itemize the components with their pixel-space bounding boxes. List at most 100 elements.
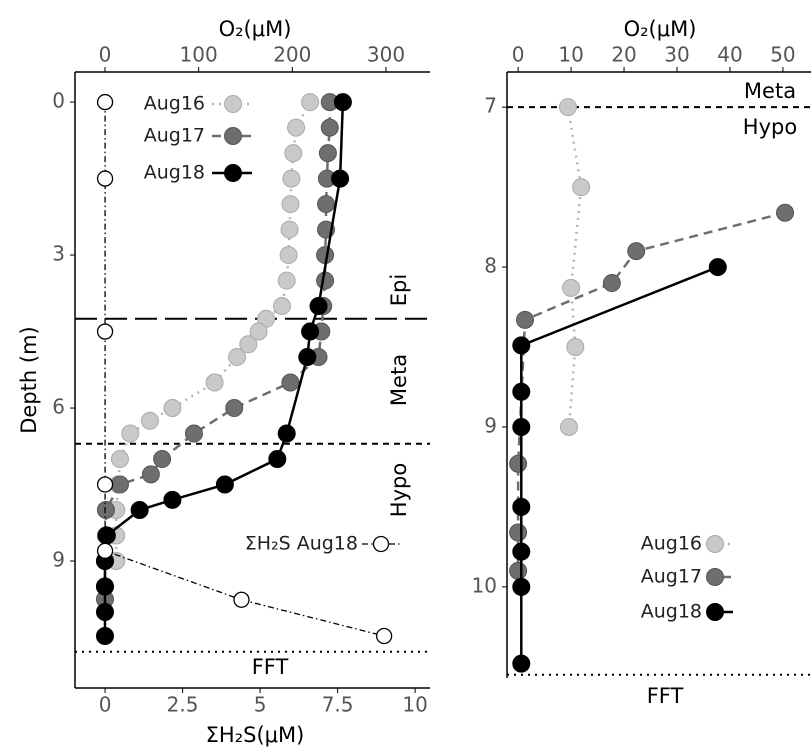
- data-point: [602, 274, 621, 293]
- zone-label: Meta: [387, 354, 411, 406]
- y-tick-label: 10: [472, 573, 497, 597]
- data-point: [516, 310, 535, 329]
- data-point: [375, 627, 393, 645]
- x-axis-title: O₂(μM): [219, 17, 292, 41]
- series-line: [103, 102, 345, 636]
- x2-tick-label: 2.5: [167, 693, 199, 717]
- data-point: [273, 297, 292, 316]
- legend-label: Aug16: [144, 93, 205, 115]
- data-point: [225, 399, 244, 418]
- data-point: [627, 242, 646, 261]
- data-point: [96, 323, 114, 340]
- data-point: [215, 475, 234, 494]
- x-tick-label: 0: [512, 43, 525, 67]
- data-point: [239, 335, 258, 354]
- data-point: [96, 93, 114, 111]
- data-point: [96, 542, 114, 559]
- x-tick-label: 50: [770, 43, 795, 67]
- data-point: [277, 424, 296, 443]
- x2-tick-label: 10: [402, 693, 427, 717]
- data-point: [282, 169, 301, 188]
- data-point: [121, 424, 140, 443]
- legend-marker: [372, 535, 390, 553]
- data-point: [301, 322, 320, 341]
- legend-label: Aug16: [641, 533, 702, 555]
- zone-label: FFT: [252, 655, 289, 679]
- data-point: [163, 399, 182, 418]
- zone-label: Meta: [744, 79, 796, 103]
- data-point: [141, 465, 160, 484]
- data-point: [572, 178, 591, 197]
- data-point: [277, 271, 296, 290]
- data-point: [281, 195, 300, 214]
- y-tick-label: 0: [52, 89, 65, 113]
- zone-label: Epi: [387, 274, 411, 306]
- data-point: [96, 501, 115, 520]
- zone-label: Hypo: [743, 115, 797, 139]
- data-point: [140, 411, 159, 430]
- x-tick-label: 20: [611, 43, 636, 67]
- data-point: [331, 169, 350, 188]
- x2-axis-title: ΣH₂S(μM): [206, 723, 305, 747]
- data-point: [163, 490, 182, 509]
- y-tick-label: 6: [52, 395, 65, 419]
- zone-label: Hypo: [387, 463, 411, 517]
- data-point: [776, 203, 795, 222]
- data-point: [95, 577, 114, 596]
- y-tick-label: 9: [52, 548, 65, 572]
- x-axis-title: O₂(μM): [624, 17, 697, 41]
- data-point: [509, 523, 528, 542]
- legend-marker: [706, 568, 724, 586]
- data-point: [279, 246, 298, 265]
- x2-tick-label: 7.5: [322, 693, 354, 717]
- legend-label: Aug17: [641, 566, 702, 588]
- x-tick-label: 40: [717, 43, 742, 67]
- data-point: [96, 170, 114, 187]
- x2-tick-label: 0: [99, 693, 112, 717]
- x-tick-label: 100: [180, 43, 218, 67]
- data-point: [233, 591, 250, 608]
- data-point: [153, 450, 172, 469]
- data-point: [558, 98, 577, 117]
- plot-area: [95, 93, 393, 645]
- data-point: [512, 336, 531, 355]
- data-point: [298, 348, 317, 367]
- data-point: [96, 476, 114, 493]
- data-point: [205, 373, 224, 392]
- data-point: [512, 497, 531, 516]
- legend-marker: [706, 603, 724, 621]
- data-point: [184, 424, 203, 443]
- data-point: [228, 348, 247, 367]
- legend-marker: [224, 95, 242, 113]
- data-point: [512, 417, 531, 436]
- series-line: [566, 106, 583, 428]
- x-tick-label: 300: [367, 43, 405, 67]
- data-point: [301, 93, 320, 112]
- legend-marker: [706, 535, 724, 553]
- x-tick-label: 200: [273, 43, 311, 67]
- data-point: [110, 450, 129, 469]
- series-line: [114, 101, 312, 562]
- legend-marker: [224, 127, 242, 145]
- data-point: [512, 542, 531, 561]
- data-point: [287, 118, 306, 137]
- data-point: [130, 501, 149, 520]
- data-point: [317, 195, 336, 214]
- data-point: [110, 475, 129, 494]
- y-tick-label: 9: [484, 413, 497, 437]
- x2-tick-label: 5: [254, 693, 267, 717]
- data-point: [509, 561, 528, 580]
- series-line: [516, 211, 786, 571]
- data-point: [512, 382, 531, 401]
- data-point: [512, 654, 531, 673]
- data-point: [95, 603, 114, 622]
- data-point: [333, 93, 352, 112]
- data-point: [268, 450, 287, 469]
- data-point: [708, 258, 727, 277]
- data-point: [562, 278, 581, 297]
- legend-marker: [224, 164, 242, 182]
- legend-label: Aug18: [144, 162, 205, 184]
- data-point: [320, 118, 339, 137]
- data-point: [280, 220, 299, 239]
- data-point: [284, 144, 303, 163]
